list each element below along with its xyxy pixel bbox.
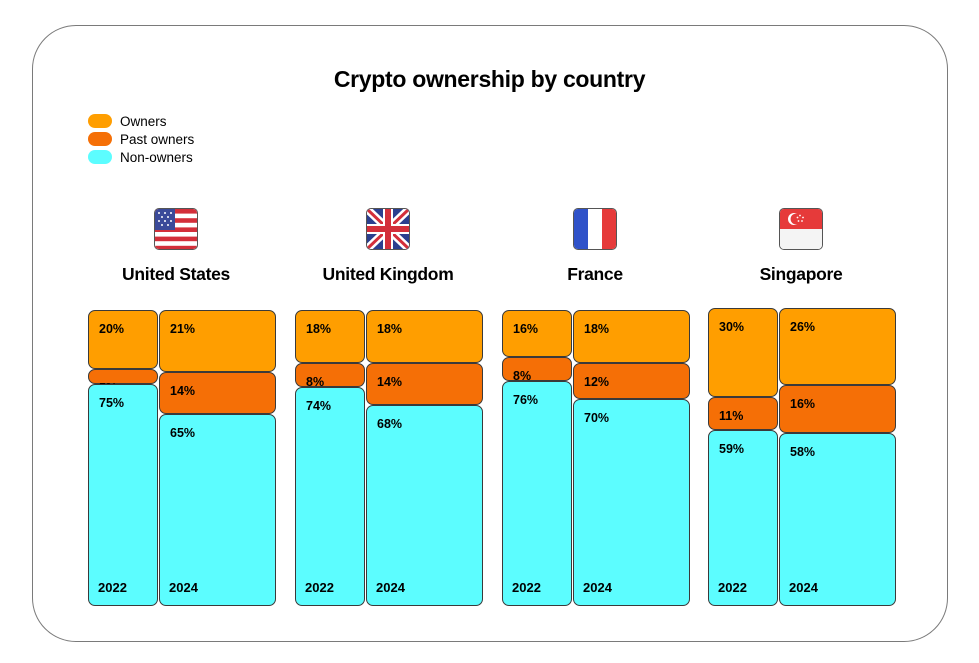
data-label-singapore-2024-past-owners: 16%	[790, 397, 816, 412]
data-label-singapore-2022-owners: 30%	[719, 320, 745, 334]
bar-segment-france-2022-past-owners: 8%	[502, 357, 572, 384]
legend: Owners Past owners Non-owners	[88, 112, 194, 166]
legend-label-past-owners: Past owners	[120, 131, 195, 147]
data-label-france-2022-owners: 16%	[513, 322, 539, 336]
data-label-us-2024-owners: 21%	[170, 322, 196, 336]
data-label-france-2024-past-owners: 12%	[584, 375, 610, 390]
bar-segment-singapore-2022-owners: 30%	[708, 308, 778, 398]
bar-segment-singapore-2024-owners: 26%	[779, 308, 896, 386]
year-label-france-2024: 2024	[583, 580, 612, 595]
france-flag-icon	[573, 208, 617, 250]
singapore-flag-icon	[779, 208, 823, 250]
legend-swatch-owners	[88, 114, 112, 128]
year-label-singapore-2024: 2024	[789, 580, 818, 595]
column-us-2022: 20% 5%75% 2022	[88, 310, 158, 606]
data-label-uk-2024-past-owners: 14%	[377, 375, 403, 390]
bar-segment-uk-2022-owners: 18%	[295, 310, 365, 364]
chart-title: Crypto ownership by country	[333, 66, 646, 92]
year-label-us-2024: 2024	[169, 580, 198, 595]
data-label-singapore-2022-past-owners: 11%	[719, 409, 744, 424]
uk-flag-icon	[366, 208, 410, 250]
bar-segment-france-2022-non-owners: 76%	[502, 381, 572, 606]
data-label-france-2024-owners: 18%	[584, 322, 610, 336]
bar-segment-singapore-2022-past-owners: 11%	[708, 397, 778, 431]
bar-segment-us-2024-past-owners: 14%	[159, 372, 276, 414]
data-label-uk-2024-owners: 18%	[377, 322, 403, 336]
data-label-france-2024-non-owners: 70%	[584, 410, 610, 425]
column-france-2024: 18% 12% 70% 2024	[573, 310, 690, 606]
country-header-france: France	[545, 208, 645, 285]
data-label-uk-2022-owners: 18%	[306, 322, 332, 336]
bar-segment-france-2024-owners: 18%	[573, 310, 690, 364]
bar-segment-us-2022-non-owners: 75%	[88, 384, 158, 606]
us-flag-icon	[154, 208, 198, 250]
column-singapore-2022: 30% 11% 59% 2022	[708, 308, 778, 606]
country-name-france: France	[567, 264, 623, 284]
legend-swatch-past-owners	[88, 132, 112, 146]
column-uk-2024: 18% 14% 68% 2024	[366, 310, 483, 606]
data-label-uk-2024-non-owners: 68%	[377, 416, 403, 431]
year-label-france-2022: 2022	[512, 580, 541, 595]
data-label-france-2022-non-owners: 76%	[513, 393, 539, 408]
bar-segment-uk-2022-non-owners: 74%	[295, 386, 365, 606]
data-label-us-2022-non-owners: 75%	[99, 396, 125, 410]
column-uk-2022: 18% 8% 74% 2022	[295, 310, 365, 606]
column-france-2022: 16% 8% 76% 2022	[502, 310, 572, 606]
legend-label-owners: Owners	[120, 113, 167, 129]
bar-segment-singapore-2022-non-owners: 59%	[708, 430, 778, 606]
bar-segment-us-2024-owners: 21%	[159, 310, 276, 373]
country-header-uk: United Kingdom	[310, 208, 466, 285]
bar-segment-uk-2024-owners: 18%	[366, 310, 483, 364]
legend-item-non-owners: Non-owners	[88, 148, 194, 166]
country-name-uk: United Kingdom	[322, 264, 454, 284]
legend-item-past-owners: Past owners	[88, 130, 194, 148]
year-label-uk-2024: 2024	[376, 580, 405, 595]
bar-segment-uk-2024-non-owners: 68%	[366, 404, 483, 606]
country-header-us: United States	[103, 208, 249, 285]
bar-segment-singapore-2024-non-owners: 58%	[779, 433, 896, 606]
bar-segment-us-2022-owners: 20%	[88, 310, 158, 370]
year-label-singapore-2022: 2022	[718, 580, 747, 595]
year-label-us-2022: 2022	[98, 580, 127, 595]
legend-item-owners: Owners	[88, 112, 194, 130]
bar-segment-uk-2024-past-owners: 14%	[366, 363, 483, 405]
data-label-uk-2022-non-owners: 74%	[306, 398, 332, 413]
country-name-us: United States	[122, 264, 230, 284]
data-label-singapore-2024-non-owners: 58%	[790, 445, 816, 460]
bar-segment-us-2022-past-owners: 5%	[88, 369, 158, 395]
column-singapore-2024: 26% 16% 58% 2024	[779, 308, 896, 606]
bar-segment-us-2024-non-owners: 65%	[159, 413, 276, 606]
bar-segment-singapore-2024-past-owners: 16%	[779, 385, 896, 434]
column-us-2024: 21% 14% 65% 2024	[159, 310, 276, 606]
data-label-singapore-2024-owners: 26%	[790, 320, 816, 334]
data-label-us-2022-owners: 20%	[99, 322, 125, 336]
legend-swatch-non-owners	[88, 150, 112, 164]
country-header-singapore: Singapore	[751, 208, 851, 285]
bar-segment-france-2022-owners: 16%	[502, 310, 572, 358]
data-label-singapore-2022-non-owners: 59%	[719, 442, 745, 457]
data-label-france-2022-past-owners: 8%	[513, 369, 532, 384]
year-label-uk-2022: 2022	[305, 580, 334, 595]
country-name-singapore: Singapore	[759, 264, 843, 284]
bar-segment-france-2024-non-owners: 70%	[573, 398, 690, 606]
data-label-uk-2022-past-owners: 8%	[306, 375, 325, 390]
data-label-us-2024-non-owners: 65%	[170, 425, 196, 440]
legend-label-non-owners: Non-owners	[120, 149, 193, 165]
data-label-us-2024-past-owners: 14%	[170, 384, 196, 399]
bar-segment-uk-2022-past-owners: 8%	[295, 363, 365, 390]
bar-segment-france-2024-past-owners: 12%	[573, 363, 690, 399]
